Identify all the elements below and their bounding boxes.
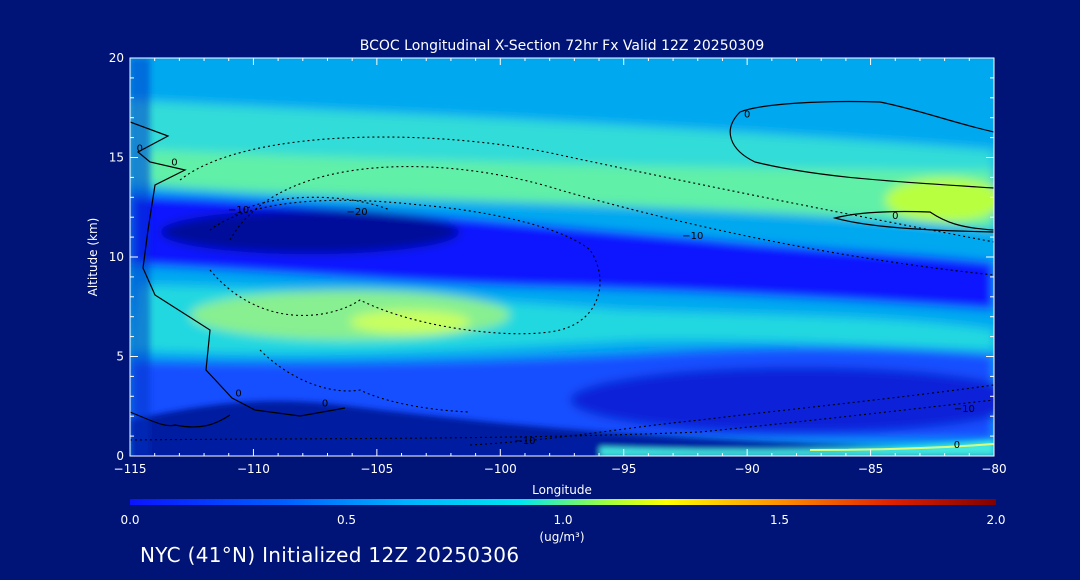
station-init-label: NYC (41°N) Initialized 12Z 20250306 <box>140 543 520 567</box>
contours <box>130 100 994 446</box>
contour-dotted-6 <box>130 399 994 441</box>
contour-solid-right-lens <box>832 210 994 233</box>
x-axis-label: Longitude <box>532 483 592 497</box>
contour-label: 0 <box>171 157 177 168</box>
contour-label: −10 <box>954 404 975 415</box>
contour-label: −10 <box>514 436 535 447</box>
y-axis: 0 5 10 15 20 <box>109 51 994 463</box>
y-tick-label: 15 <box>109 151 124 165</box>
colorbar-tick-label: 1.5 <box>770 513 789 527</box>
y-tick-label: 20 <box>109 51 124 65</box>
contour-label: −20 <box>347 207 368 218</box>
contour-label: 0 <box>322 398 328 409</box>
contour-dotted-4 <box>234 196 391 216</box>
contour-solid-surface <box>130 411 231 428</box>
field-mid-green-core <box>350 310 470 334</box>
x-axis: −115 −110 −105 −100 −95 −90 −85 −80 <box>114 58 1007 476</box>
contour-label: 0 <box>235 388 241 399</box>
colorbar-tick-label: 0.5 <box>337 513 356 527</box>
contour-label: −10 <box>682 231 703 242</box>
field-surface-highlight <box>809 443 994 451</box>
contour-dotted-2 <box>229 166 994 276</box>
x-tick-label: −95 <box>611 462 636 476</box>
x-tick-label: −105 <box>360 462 393 476</box>
y-axis-label: Altitude (km) <box>86 218 100 297</box>
x-tick-label: −115 <box>114 462 147 476</box>
colorbar-gradient <box>130 499 996 505</box>
y-tick-label: 10 <box>109 250 124 264</box>
field-surface-dark <box>130 400 994 456</box>
contour-dotted-5 <box>259 349 471 413</box>
contour-label: −10 <box>228 205 249 216</box>
field-lower-dark-lens <box>570 367 994 433</box>
contour-solid-left <box>130 121 346 417</box>
field-mid-green-patch <box>190 290 510 340</box>
contour-dotted-3 <box>209 199 601 335</box>
colorbar-tick-label: 1.0 <box>553 513 572 527</box>
x-tick-label: −100 <box>484 462 517 476</box>
colorbar-tick-label: 0.0 <box>120 513 139 527</box>
x-tick-label: −85 <box>858 462 883 476</box>
colorbar: 0.0 0.5 1.0 1.5 2.0 (ug/m³) <box>120 499 1006 544</box>
contour-labels: 0 0 0 0 0 0 0 −10 −20 −10 −10 −10 <box>137 110 975 451</box>
x-tick-label: −90 <box>734 462 759 476</box>
field-dark-core <box>160 210 460 254</box>
colorbar-ticks: 0.0 0.5 1.0 1.5 2.0 <box>120 513 1005 527</box>
colorbar-unit-label: (ug/m³) <box>539 530 584 544</box>
contour-label: 0 <box>892 211 898 222</box>
contour-dotted-7 <box>469 384 994 446</box>
contour-label: 0 <box>744 110 750 121</box>
contour-solid-upper-right <box>729 100 994 189</box>
plot-area: 0 0 0 0 0 0 0 −10 −20 −10 −10 −10 <box>130 58 994 456</box>
field-surface-bright-strip <box>600 440 994 456</box>
chart-title: BCOC Longitudinal X-Section 72hr Fx Vali… <box>360 38 764 54</box>
colorbar-tick-label: 2.0 <box>986 513 1005 527</box>
y-tick-label: 5 <box>116 350 124 364</box>
contour-label: 0 <box>954 440 960 451</box>
x-tick-label: −80 <box>981 462 1006 476</box>
x-tick-label: −110 <box>237 462 270 476</box>
field-upper-green-band <box>150 150 994 230</box>
contour-label: 0 <box>137 144 143 155</box>
y-tick-label: 0 <box>116 449 124 463</box>
